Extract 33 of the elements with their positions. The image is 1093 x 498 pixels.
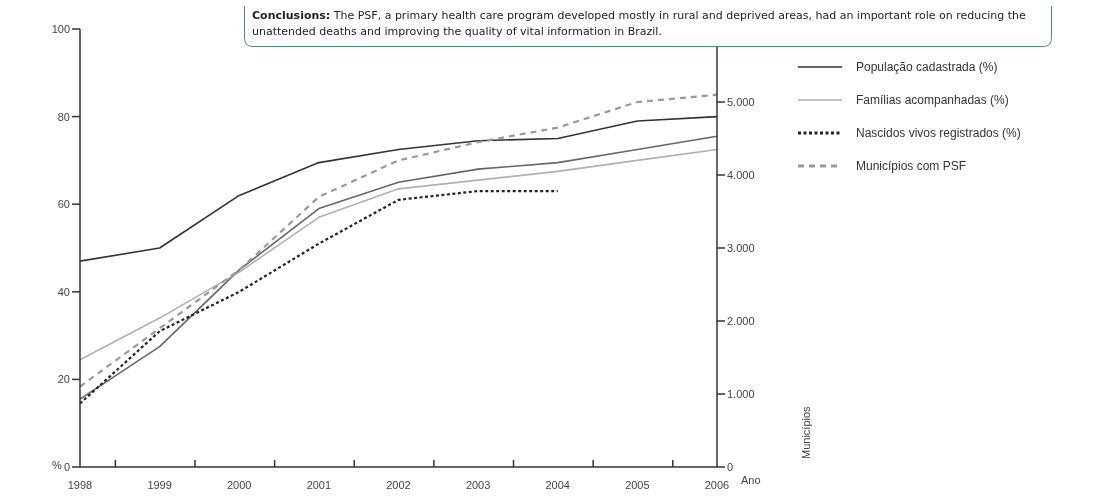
line-series [79,135,718,400]
x-tick-label: 2000 [227,479,252,491]
y2-axis-title: Municípios [800,406,812,459]
y-axis-title: % [52,459,62,471]
y2-tick-label: 5.000 [727,95,755,108]
x-tick-label: 2001 [306,479,332,491]
x-tick-label: 2004 [545,479,570,491]
y2-tick-label: 3.000 [727,241,755,254]
legend-label: População cadastrada (%) [856,60,998,74]
line-series [78,189,559,405]
y2-tick-label: 0 [727,460,734,473]
y2-tick-label: 2.000 [727,314,755,327]
y-tick-label: 100 [51,22,70,35]
x-tick-label: 1999 [147,479,172,491]
legend-label: Famílias acompanhadas (%) [856,93,1009,107]
y-tick-label: 0 [63,460,70,473]
x-tick-label: 1998 [67,479,93,491]
x-tick-label: 2006 [704,479,730,491]
y2-tick-label: 1.000 [727,387,755,400]
y2-tick-label: 4.000 [727,168,755,181]
legend-label: Nascidos vivos registrados (%) [856,126,1021,140]
x-tick-label: 2005 [625,479,650,491]
annotation: Conclusions: The PSF, a primary health care program developed mostly in rural and deprived areas, had an important role on reducing the unattended deaths and improving the quality of vital information in Brazil. [252,8,1027,40]
y-tick-label: 60 [57,198,70,211]
x-axis-title: Ano [741,474,761,486]
x-tick-label: 2002 [386,479,411,491]
y-tick-label: 80 [57,110,70,123]
y-tick-label: 20 [57,373,70,386]
line-series [78,93,719,388]
legend-label: Municípios com PSF [856,159,967,173]
y-tick-label: 40 [57,285,70,298]
x-tick-label: 2003 [465,479,491,491]
line-series [79,148,718,361]
